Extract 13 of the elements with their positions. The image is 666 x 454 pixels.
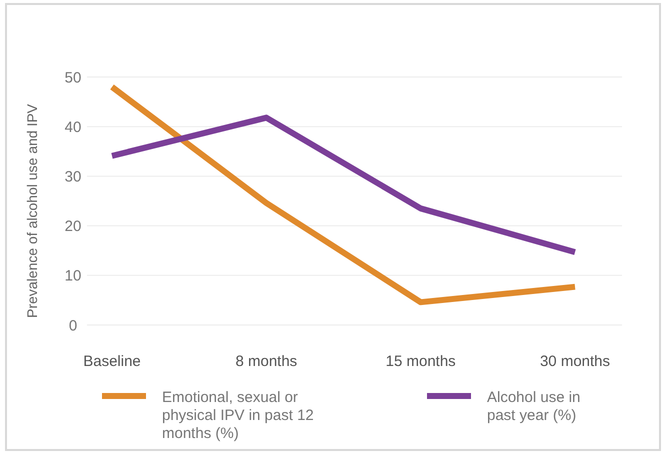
y-tick-label: 40 — [64, 118, 82, 136]
y-tick-label: 50 — [64, 69, 82, 86]
x-tick-label: Baseline — [83, 353, 141, 370]
x-tick-label: 8 months — [235, 353, 298, 370]
y-axis-title: Prevalence of alcohol use and IPV — [24, 103, 40, 318]
x-tick-label: 30 months — [540, 353, 610, 370]
legend-label: Alcohol use in past year (%) — [487, 389, 580, 424]
legend-label: Emotional, sexual or physical IPV in past 12 months (%) — [162, 389, 314, 442]
y-tick-label: 30 — [64, 168, 82, 186]
x-tick-label: 15 months — [386, 353, 456, 370]
y-tick-label: 20 — [64, 218, 82, 236]
y-tick-label: 10 — [64, 268, 82, 285]
y-tick-label: 0 — [68, 317, 78, 334]
